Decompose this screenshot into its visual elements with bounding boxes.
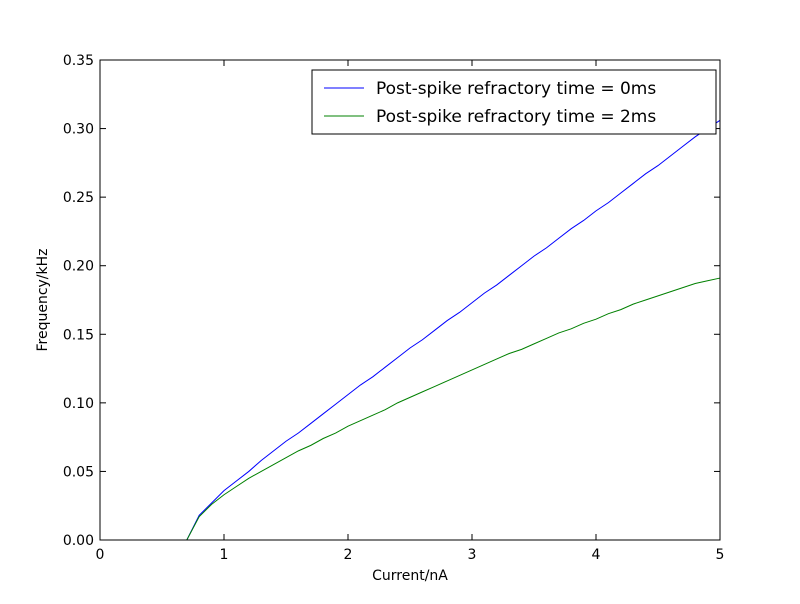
y-tick-label: 0.30 (63, 122, 94, 138)
legend-box (311, 69, 717, 135)
axes-frame (99, 59, 721, 541)
y-tick-label: 0.15 (63, 327, 94, 343)
series-line-1 (112, 119, 721, 541)
y-axis-label: Frequency/kHz (35, 248, 51, 351)
y-tick-label: 0.20 (63, 259, 94, 275)
x-tick-label: 3 (468, 547, 477, 563)
legend: Post-spike refractory time = 0ms Post-spi… (311, 69, 717, 135)
y-tick-label: 0.05 (63, 464, 94, 480)
x-tick-label: 0 (96, 547, 105, 563)
series-line-2 (112, 277, 721, 541)
x-tick-label: 4 (592, 547, 601, 563)
y-tick-label: 0.25 (63, 190, 94, 206)
x-tick-label: 1 (220, 547, 229, 563)
legend-label-1: Post-spike refractory time = 0ms (376, 79, 656, 99)
x-tick-label: 2 (344, 547, 353, 563)
y-tick-label: 0.35 (63, 53, 94, 69)
x-tick-label: 5 (716, 547, 725, 563)
y-tick-label: 0.10 (63, 396, 94, 412)
legend-label-2: Post-spike refractory time = 2ms (376, 107, 656, 127)
ticks-layer: 0 1 2 3 4 5 0.00 0.05 0.10 0.15 0.20 0.25 0.30 0.35 (63, 53, 725, 563)
x-axis-label: Current/nA (372, 568, 448, 584)
y-tick-label: 0.00 (63, 533, 94, 549)
series-layer (112, 119, 721, 541)
